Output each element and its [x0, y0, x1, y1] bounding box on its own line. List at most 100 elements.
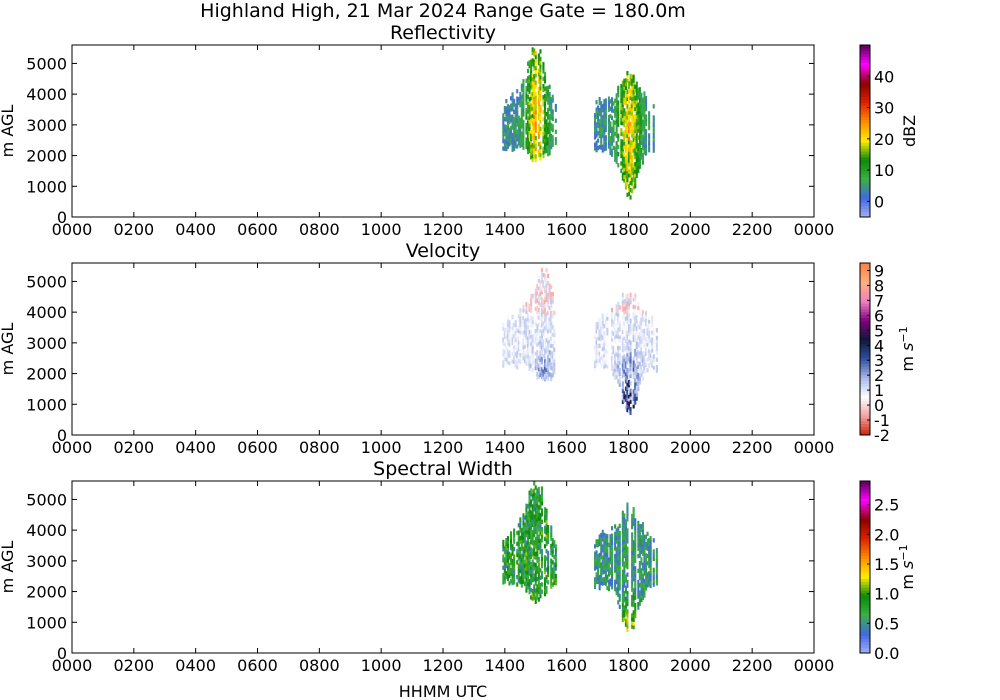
echo-cell: [506, 550, 509, 556]
figure-title: Highland High, 21 Mar 2024 Range Gate = …: [200, 0, 686, 22]
echo-cell: [634, 147, 637, 152]
echo-cell: [617, 578, 620, 583]
echo-cell: [634, 396, 637, 401]
echo-cell: [531, 574, 534, 579]
colorbar-segment: [860, 354, 870, 359]
echo-cell: [527, 317, 530, 322]
echo-cell: [646, 546, 649, 551]
echo-cell: [626, 166, 629, 172]
echo-cell: [548, 140, 551, 145]
echo-cell: [621, 547, 624, 552]
colorbar-segment: [860, 392, 870, 396]
echo-cell: [520, 109, 523, 114]
echo-cell: [534, 121, 537, 126]
echo-cell: [523, 533, 526, 539]
echo-cell: [631, 598, 634, 603]
echo-cell: [597, 145, 600, 151]
echo-cell: [618, 331, 621, 336]
echo-cell: [545, 312, 548, 317]
echo-cell: [545, 305, 548, 310]
echo-cell: [513, 139, 516, 144]
echo-cell: [595, 340, 598, 345]
echo-cell: [617, 163, 620, 168]
echo-cell: [530, 323, 533, 328]
echo-cell: [594, 555, 597, 560]
echo-cell: [519, 352, 522, 357]
echo-cell: [550, 551, 553, 556]
echo-cell: [550, 100, 553, 106]
echo-cell: [648, 582, 651, 587]
echo-cell: [553, 358, 556, 363]
echo-cell: [635, 129, 638, 134]
echo-cell: [523, 581, 526, 587]
echo-cell: [539, 324, 542, 330]
echo-cell: [621, 569, 624, 574]
echo-cell: [632, 100, 635, 105]
echo-cell: [503, 568, 506, 573]
colorbar-segment: [860, 47, 870, 52]
echo-cell: [536, 565, 539, 571]
echo-cell: [525, 89, 528, 94]
echo-cell: [598, 578, 601, 583]
echo-cell: [632, 78, 635, 83]
echo-cell: [626, 170, 629, 175]
echo-cell: [618, 593, 621, 598]
echo-cell: [508, 353, 511, 358]
echo-cell: [597, 317, 600, 323]
echo-cell: [606, 574, 609, 579]
colorbar-segment: [860, 280, 870, 284]
echo-cell: [539, 317, 542, 322]
echo-cell: [527, 149, 530, 155]
echo-cell: [640, 560, 643, 566]
colorbar-segment: [860, 363, 870, 367]
echo-cell: [621, 529, 624, 534]
echo-cell: [520, 568, 523, 573]
echo-cell: [554, 118, 557, 123]
echo-cell: [513, 146, 516, 151]
echo-cell: [554, 573, 557, 579]
echo-cell: [534, 588, 537, 593]
echo-cell: [634, 143, 637, 148]
echo-cell: [534, 555, 537, 560]
echo-cell: [603, 147, 606, 152]
echo-cell: [601, 354, 604, 359]
echo-cell: [542, 76, 545, 81]
echo-cell: [517, 523, 520, 528]
echo-cell: [548, 364, 551, 370]
echo-cell: [645, 560, 648, 565]
echo-cell: [539, 339, 542, 344]
echo-cell: [649, 583, 652, 589]
echo-cell: [520, 124, 523, 129]
colorbar-segment: [860, 122, 870, 126]
echo-cell: [544, 130, 547, 136]
echo-cell: [536, 324, 539, 329]
echo-cell: [519, 539, 522, 544]
echo-cell: [525, 144, 528, 150]
echo-cell: [637, 146, 640, 152]
echo-cell: [539, 291, 542, 296]
echo-cell: [550, 292, 553, 297]
echo-cell: [603, 360, 606, 366]
echo-cell: [508, 116, 511, 121]
echo-cell: [503, 334, 506, 339]
echo-cell: [537, 556, 540, 562]
echo-cell: [530, 503, 533, 508]
echo-cell: [597, 579, 600, 585]
echo-cell: [603, 566, 606, 571]
echo-cell: [597, 116, 600, 121]
echo-cell: [594, 124, 597, 129]
echo-cell: [646, 575, 649, 581]
echo-cell: [506, 536, 509, 541]
echo-cell: [514, 140, 517, 145]
echo-cell: [621, 540, 624, 545]
echo-cell: [550, 321, 553, 326]
echo-cell: [632, 540, 635, 545]
echo-cell: [537, 142, 540, 147]
echo-cell: [503, 546, 506, 551]
echo-cell: [595, 351, 598, 356]
echo-cell: [648, 144, 651, 149]
echo-cell: [525, 115, 528, 120]
echo-cell: [611, 333, 614, 338]
colorbar-segment: [860, 139, 870, 143]
echo-cell: [615, 576, 618, 581]
